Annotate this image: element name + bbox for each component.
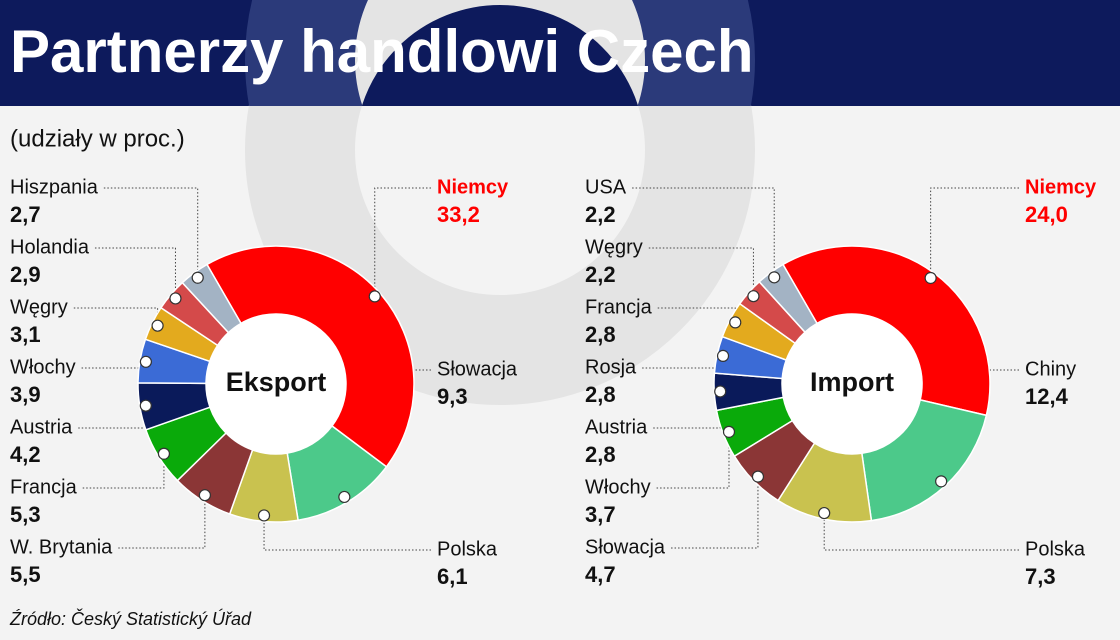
donut-title: Eksport <box>226 367 327 397</box>
category-label: Włochy <box>10 356 76 378</box>
category-label: Polska <box>1025 538 1086 560</box>
leader-dot <box>751 470 765 483</box>
leader-dot <box>169 292 182 305</box>
leader-dot <box>198 489 211 502</box>
value-label: 3,9 <box>10 382 41 407</box>
subtitle: (udziały w proc.) <box>10 125 185 152</box>
value-label: 3,7 <box>585 502 616 527</box>
leader-dot <box>768 271 781 284</box>
value-label: 9,3 <box>437 384 468 409</box>
leader-dot <box>729 316 742 329</box>
value-label: 2,8 <box>585 322 616 347</box>
leader-dot <box>191 271 204 284</box>
leader-dot <box>714 385 727 398</box>
value-label: 33,2 <box>437 202 480 227</box>
value-label: 12,4 <box>1025 384 1069 409</box>
category-label: Węgry <box>585 236 643 258</box>
value-label: 24,0 <box>1025 202 1068 227</box>
category-label: USA <box>585 176 627 198</box>
logo-decoration-header <box>245 0 755 106</box>
leader-line <box>82 453 165 489</box>
category-label: Węgry <box>10 296 68 318</box>
value-label: 5,5 <box>10 562 41 587</box>
value-label: 2,7 <box>10 202 41 227</box>
leader-dot <box>139 399 152 412</box>
leader-dot <box>818 506 831 520</box>
value-label: 2,2 <box>585 202 616 227</box>
leader-line <box>656 431 730 489</box>
category-label: Austria <box>10 416 73 438</box>
leader-line <box>374 187 431 297</box>
source: Źródło: Český Statistický Úřad <box>9 608 252 629</box>
leader-line <box>648 247 754 297</box>
category-label: Niemcy <box>1025 176 1097 198</box>
value-label: 2,8 <box>585 382 616 407</box>
leader-line <box>671 476 759 549</box>
category-label: Rosja <box>585 356 637 378</box>
leader-dot <box>139 355 152 368</box>
value-label: 7,3 <box>1025 564 1056 589</box>
value-label: 2,9 <box>10 262 41 287</box>
category-label: Hiszpania <box>10 176 99 198</box>
donut-hole <box>782 314 922 454</box>
leader-line <box>657 307 736 323</box>
value-label: 4,2 <box>10 442 41 467</box>
leader-line <box>118 495 206 549</box>
category-label: Włochy <box>585 476 651 498</box>
leader-dot <box>338 490 351 504</box>
category-label: Francja <box>585 296 653 318</box>
category-label: Holandia <box>10 236 90 258</box>
leader-dot <box>257 509 271 522</box>
page-title: Partnerzy handlowi Czech <box>10 18 754 85</box>
value-label: 3,1 <box>10 322 41 347</box>
leader-dot <box>924 271 937 285</box>
leader-dot <box>747 290 760 303</box>
donut-hole <box>206 314 346 454</box>
leader-line <box>930 187 1019 278</box>
leader-dot <box>151 319 164 332</box>
category-label: Chiny <box>1025 358 1076 380</box>
leader-dot <box>935 475 948 488</box>
leader-dot <box>368 290 381 303</box>
category-label: Niemcy <box>437 176 509 198</box>
logo-decoration <box>245 0 755 405</box>
value-label: 5,3 <box>10 502 41 527</box>
donut-title: Import <box>810 367 894 397</box>
leader-dot <box>157 447 171 460</box>
value-label: 6,1 <box>437 564 468 589</box>
leader-dot <box>716 349 730 362</box>
value-label: 2,8 <box>585 442 616 467</box>
leader-dot <box>722 425 736 438</box>
category-label: Słowacja <box>437 358 518 380</box>
value-label: 2,2 <box>585 262 616 287</box>
category-label: Słowacja <box>585 536 666 558</box>
leader-line <box>94 247 176 299</box>
category-label: Austria <box>585 416 648 438</box>
category-label: Polska <box>437 538 498 560</box>
category-label: W. Brytania <box>10 536 113 558</box>
leader-line <box>263 515 431 551</box>
category-label: Francja <box>10 476 78 498</box>
value-label: 4,7 <box>585 562 616 587</box>
